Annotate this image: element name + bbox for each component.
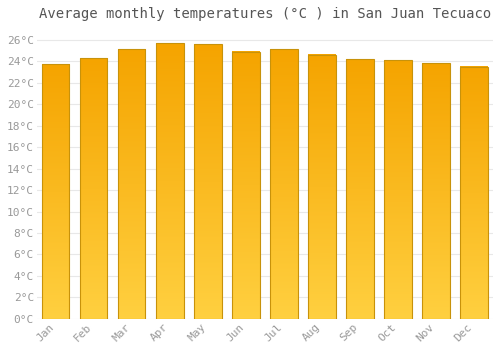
Bar: [118, 49, 146, 319]
Bar: [346, 59, 374, 319]
Title: Average monthly temperatures (°C ) in San Juan Tecuaco: Average monthly temperatures (°C ) in Sa…: [39, 7, 491, 21]
Bar: [42, 64, 70, 319]
Bar: [232, 51, 260, 319]
Bar: [308, 55, 336, 319]
Bar: [194, 44, 222, 319]
Bar: [422, 63, 450, 319]
Bar: [460, 66, 487, 319]
Bar: [270, 49, 297, 319]
Bar: [384, 60, 411, 319]
Bar: [156, 43, 184, 319]
Bar: [80, 58, 108, 319]
